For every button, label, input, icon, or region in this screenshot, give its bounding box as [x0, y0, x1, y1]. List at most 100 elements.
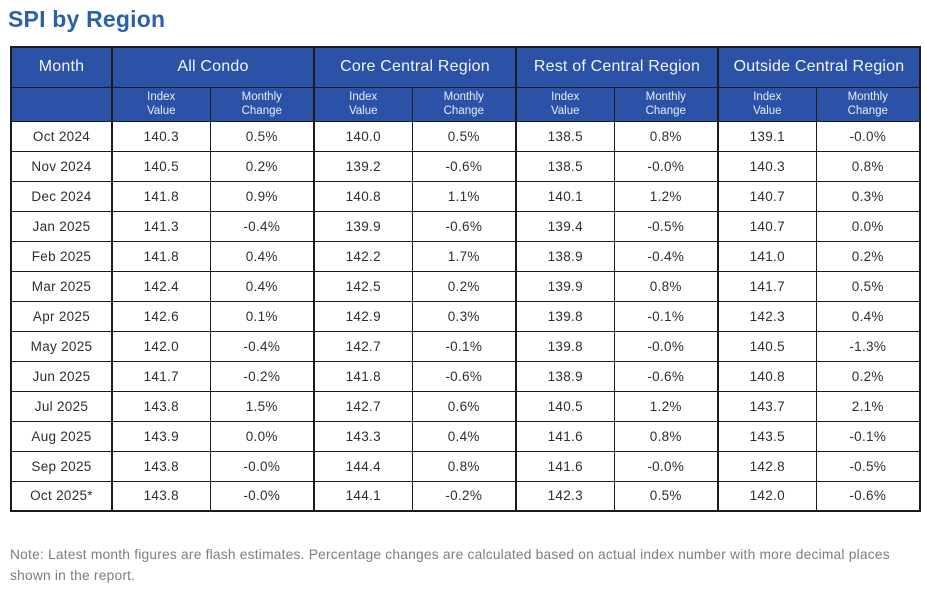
index-value-cell: 141.3 — [111, 210, 211, 242]
monthly-change-cell: 1.1% — [411, 180, 517, 212]
index-value-cell: 140.7 — [717, 180, 817, 212]
monthly-change-cell: 0.8% — [411, 450, 517, 482]
index-value-cell: 140.1 — [515, 180, 615, 212]
month-cell: Feb 2025 — [10, 240, 113, 272]
monthly-change-cell: -1.3% — [815, 330, 921, 362]
monthly-change-cell: 0.4% — [209, 240, 315, 272]
index-value-cell: 142.6 — [111, 300, 211, 332]
monthly-change-cell: 0.3% — [411, 300, 517, 332]
index-value-cell: 141.6 — [515, 420, 615, 452]
monthly-change-cell: -0.0% — [209, 480, 315, 512]
monthly-change-cell: -0.5% — [815, 450, 921, 482]
table-row: Aug 2025 143.9 0.0% 143.3 0.4% 141.6 0.8% 143.5… — [10, 420, 921, 452]
table-row: Dec 2024 141.8 0.9% 140.8 1.1% 140.1 1.2% 140.7… — [10, 180, 921, 212]
index-value-cell: 140.5 — [111, 150, 211, 182]
sub-header-monthly-change: Monthly Change — [613, 86, 719, 122]
monthly-change-cell: -0.0% — [613, 450, 719, 482]
index-value-cell: 142.3 — [515, 480, 615, 512]
monthly-change-cell: 1.7% — [411, 240, 517, 272]
note-text: Note: Latest month figures are flash est… — [10, 547, 890, 583]
table-row: Apr 2025 142.6 0.1% 142.9 0.3% 139.8 -0.1% 142.… — [10, 300, 921, 332]
sub-header-index-value: Index Value — [717, 86, 817, 122]
monthly-change-cell: 1.2% — [613, 180, 719, 212]
monthly-change-cell: -0.1% — [411, 330, 517, 362]
group-header-outside-central-region: Outside Central Region — [717, 46, 921, 88]
spi-by-region-table: Month All Condo Core Central Region Rest… — [10, 46, 922, 512]
month-cell: Jan 2025 — [10, 210, 113, 242]
index-value-cell: 143.7 — [717, 390, 817, 422]
monthly-change-cell: -0.2% — [209, 360, 315, 392]
index-value-cell: 140.0 — [313, 120, 413, 152]
table-row: Mar 2025 142.4 0.4% 142.5 0.2% 139.9 0.8% 141.7… — [10, 270, 921, 302]
month-cell: Oct 2024 — [10, 120, 113, 152]
index-value-cell: 143.5 — [717, 420, 817, 452]
monthly-change-cell: 0.8% — [815, 150, 921, 182]
month-cell: Nov 2024 — [10, 150, 113, 182]
index-value-cell: 144.1 — [313, 480, 413, 512]
monthly-change-cell: 0.9% — [209, 180, 315, 212]
page-title: SPI by Region — [8, 6, 166, 32]
index-value-cell: 142.0 — [717, 480, 817, 512]
monthly-change-cell: 0.0% — [815, 210, 921, 242]
index-value-cell: 138.5 — [515, 150, 615, 182]
index-value-cell: 138.9 — [515, 360, 615, 392]
monthly-change-cell: 1.5% — [209, 390, 315, 422]
monthly-change-cell: 0.3% — [815, 180, 921, 212]
index-value-cell: 143.8 — [111, 390, 211, 422]
month-cell: Jun 2025 — [10, 360, 113, 392]
monthly-change-cell: 0.5% — [411, 120, 517, 152]
monthly-change-cell: 0.2% — [209, 150, 315, 182]
monthly-change-cell: 0.4% — [411, 420, 517, 452]
monthly-change-cell: 0.5% — [815, 270, 921, 302]
monthly-change-cell: 0.2% — [411, 270, 517, 302]
table-row: Jul 2025 143.8 1.5% 142.7 0.6% 140.5 1.2% 143.7… — [10, 390, 921, 422]
group-header-core-central-region: Core Central Region — [313, 46, 517, 88]
index-value-cell: 142.0 — [111, 330, 211, 362]
group-header-all-condo: All Condo — [111, 46, 315, 88]
monthly-change-cell: -0.1% — [613, 300, 719, 332]
month-cell: Mar 2025 — [10, 270, 113, 302]
monthly-change-cell: 2.1% — [815, 390, 921, 422]
group-header-row: Month All Condo Core Central Region Rest… — [10, 46, 921, 88]
index-value-cell: 142.5 — [313, 270, 413, 302]
month-cell: Apr 2025 — [10, 300, 113, 332]
index-value-cell: 139.9 — [515, 270, 615, 302]
index-value-cell: 141.7 — [111, 360, 211, 392]
index-value-cell: 141.7 — [717, 270, 817, 302]
monthly-change-cell: 0.2% — [815, 360, 921, 392]
index-value-cell: 142.3 — [717, 300, 817, 332]
index-value-cell: 142.8 — [717, 450, 817, 482]
monthly-change-cell: -0.0% — [613, 330, 719, 362]
index-value-cell: 142.7 — [313, 330, 413, 362]
index-value-cell: 143.8 — [111, 450, 211, 482]
index-value-cell: 143.8 — [111, 480, 211, 512]
index-value-cell: 139.2 — [313, 150, 413, 182]
index-value-cell: 140.7 — [717, 210, 817, 242]
monthly-change-cell: 0.4% — [209, 270, 315, 302]
monthly-change-cell: -0.1% — [815, 420, 921, 452]
index-value-cell: 140.5 — [515, 390, 615, 422]
monthly-change-cell: -0.4% — [209, 330, 315, 362]
sub-header-month-spacer — [10, 86, 113, 122]
monthly-change-cell: 0.0% — [209, 420, 315, 452]
index-value-cell: 138.5 — [515, 120, 615, 152]
index-value-cell: 141.6 — [515, 450, 615, 482]
index-value-cell: 139.4 — [515, 210, 615, 242]
sub-header-index-value: Index Value — [313, 86, 413, 122]
sub-header-row: Index Value Monthly Change Index Value M… — [10, 86, 921, 122]
monthly-change-cell: 0.4% — [815, 300, 921, 332]
month-cell: Oct 2025* — [10, 480, 113, 512]
index-value-cell: 142.2 — [313, 240, 413, 272]
index-value-cell: 142.4 — [111, 270, 211, 302]
table-row: Jan 2025 141.3 -0.4% 139.9 -0.6% 139.4 -0.5% 14… — [10, 210, 921, 242]
monthly-change-cell: 0.5% — [209, 120, 315, 152]
monthly-change-cell: 0.8% — [613, 420, 719, 452]
index-value-cell: 143.9 — [111, 420, 211, 452]
sub-header-monthly-change: Monthly Change — [411, 86, 517, 122]
index-value-cell: 144.4 — [313, 450, 413, 482]
month-cell: May 2025 — [10, 330, 113, 362]
month-cell: Sep 2025 — [10, 450, 113, 482]
sub-header-monthly-change: Monthly Change — [209, 86, 315, 122]
monthly-change-cell: 0.8% — [613, 270, 719, 302]
monthly-change-cell: -0.0% — [613, 150, 719, 182]
